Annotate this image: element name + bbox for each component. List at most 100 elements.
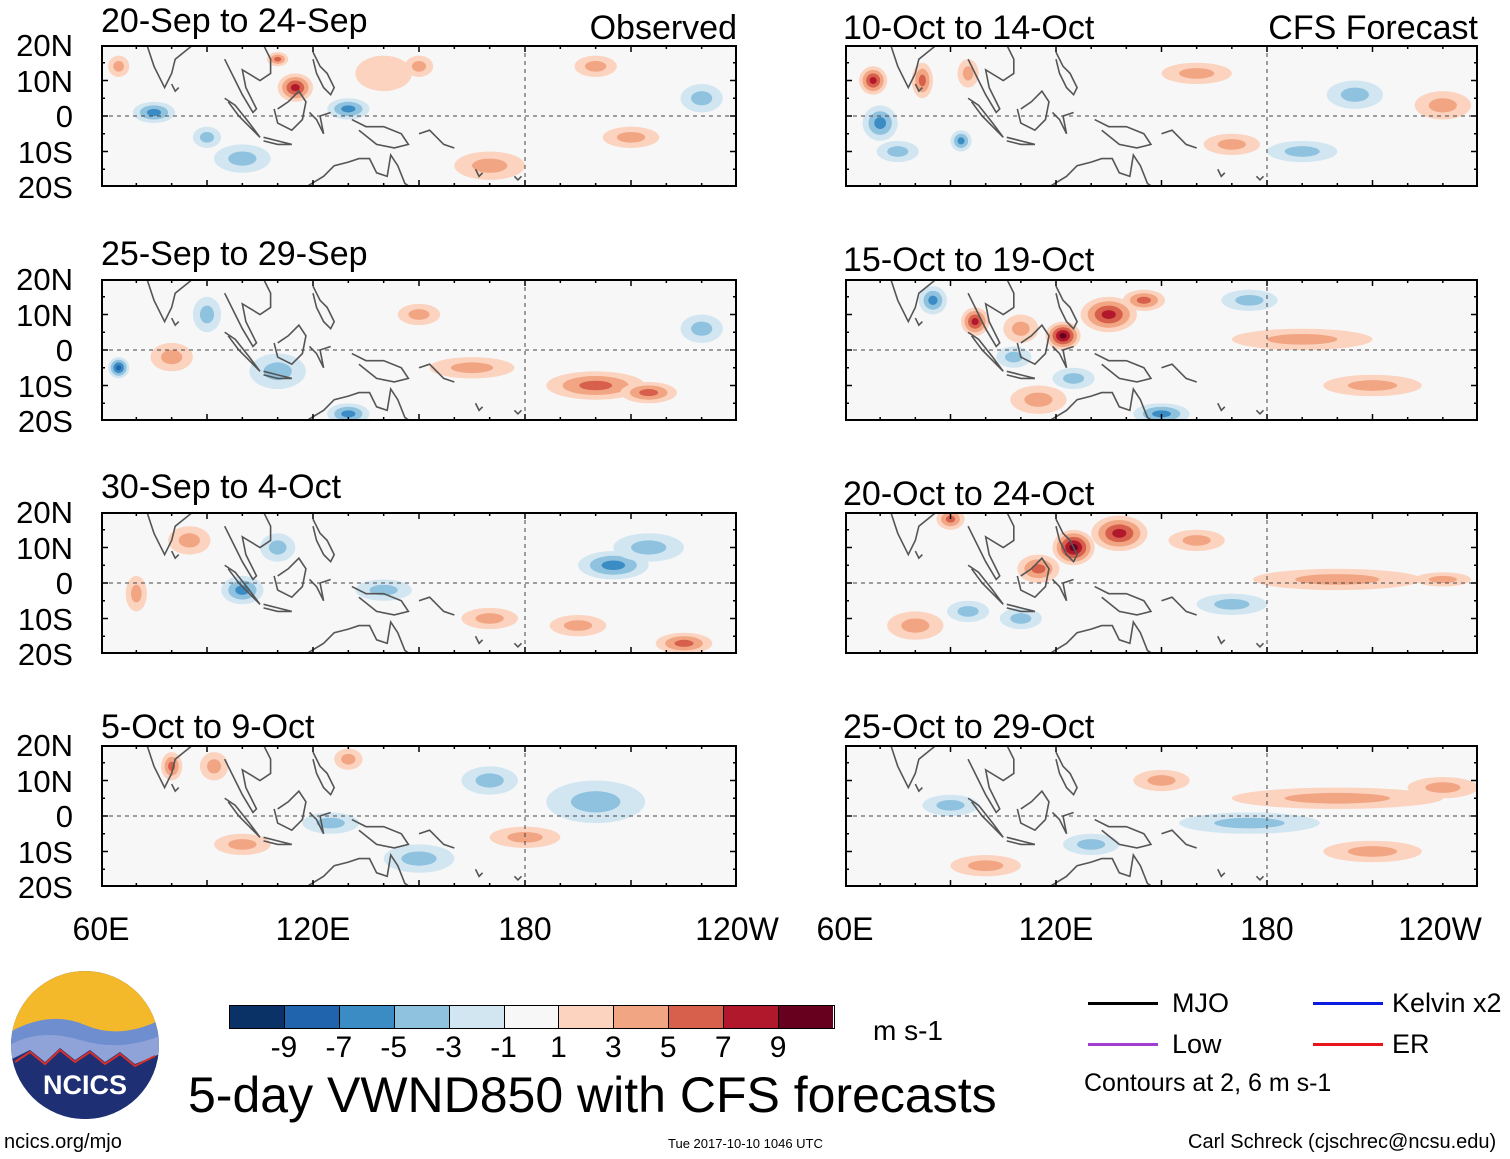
anomaly-patch [235,585,250,595]
panel-title: 10-Oct to 14-Oct [843,9,1095,47]
anomaly-patch [1428,98,1457,113]
y-tick-label: 20S [17,170,73,205]
y-tick-label: 10N [16,63,73,99]
coastline [312,51,336,97]
y-tick-label: 20N [16,262,73,297]
colorbar-cell [614,1006,670,1028]
coastline [1006,136,1036,146]
coastline [474,868,484,878]
legend-line-mjo [1088,1002,1158,1005]
y-tick-label: 10N [16,763,73,799]
anomaly-patch [475,773,504,788]
colorbar-tick-label: 3 [605,1031,622,1064]
anomaly-patch [579,380,613,391]
coastline [1161,363,1197,383]
anomaly-patch [1077,839,1106,850]
colorbar-tick-label: -7 [325,1031,353,1064]
anomaly-patch [1005,351,1023,363]
panel-title: 20-Sep to 24-Sep [101,2,368,40]
x-tick-label: 180 [1240,911,1294,947]
coastline [1047,852,1155,887]
anomaly-patch [1217,139,1246,150]
map-panel [101,279,737,421]
coastline [1055,285,1078,331]
map-panel [101,512,737,654]
anomaly-patch [1284,146,1320,157]
coastline [308,578,331,602]
coastline [1255,642,1265,649]
coastline [418,129,455,149]
anomaly-patch [472,158,508,173]
anomaly-patch [1024,392,1053,407]
anomaly-patch [1347,380,1398,391]
colorbar-tick-label: -9 [270,1031,298,1064]
coastline [1094,118,1153,149]
anomaly-patch [178,533,200,548]
anomaly-patch [874,117,887,130]
coastline [418,829,455,849]
coastline [308,345,331,369]
colorbar-tick-label: -1 [490,1031,517,1064]
y-tick-label: 20N [16,495,73,530]
coastline [1217,868,1226,878]
map-panel [845,512,1478,654]
coastline [263,603,292,613]
x-tick-label: 120W [695,911,779,947]
anomaly-patch [1112,528,1127,538]
anomaly-patch [1101,310,1116,319]
coastline [146,279,194,324]
coastline [1255,875,1265,882]
anomaly-patch [570,791,621,813]
anomaly-patch [957,606,979,617]
footer-timestamp: Tue 2017-10-10 1046 UTC [668,1136,823,1151]
coastline [1016,89,1050,132]
coastline [1255,175,1265,182]
y-tick-label: 0 [55,566,73,601]
anomaly-patch [274,56,282,62]
coastline [1094,818,1153,849]
anomaly-patch [563,620,593,631]
coastline [146,45,194,90]
coastline [513,175,523,182]
coastline [914,550,923,560]
coastline [967,45,1015,114]
anomaly-patch [1182,535,1211,546]
coastline [223,279,272,348]
panel-title: 25-Oct to 29-Oct [843,708,1095,746]
panel-title: 30-Sep to 4-Oct [101,468,342,506]
coastline [914,83,923,93]
anomaly-patch [1428,575,1457,583]
anomaly-patch [971,318,979,326]
panel-title: 5-Oct to 9-Oct [101,708,315,746]
y-tick-label: 10S [17,134,73,170]
coastline [1047,619,1155,654]
anomaly-patch [887,146,909,157]
coastline [967,745,1015,814]
colorbar-tick-label: 7 [714,1031,732,1064]
coastline [1055,751,1078,797]
x-tick-label: 60E [816,911,874,947]
anomaly-patch [1152,410,1171,418]
y-tick-label: 20S [17,637,73,672]
legend-label-low: Low [1172,1029,1222,1059]
coastline [1016,556,1050,599]
coastline [304,386,412,421]
coastline [223,512,272,581]
anomaly-patch [1295,574,1380,585]
anomaly-patch [263,362,292,381]
ncics-logo: NCICS [10,970,160,1120]
coastline [351,585,410,616]
coastline [223,45,272,114]
map-panel [101,745,737,887]
coastline [513,875,523,882]
anomaly-patch [1340,87,1369,102]
coastline [1161,829,1197,849]
anomaly-patch [869,76,877,85]
y-tick-label: 20N [16,728,73,763]
anomaly-patch [228,151,257,166]
y-tick-label: 10N [16,530,73,566]
coastline [418,596,455,616]
anomaly-patch [161,350,183,365]
legend-line-er [1313,1043,1383,1046]
footer-author: Carl Schreck (cjschrec@ncsu.edu) [1188,1131,1497,1153]
